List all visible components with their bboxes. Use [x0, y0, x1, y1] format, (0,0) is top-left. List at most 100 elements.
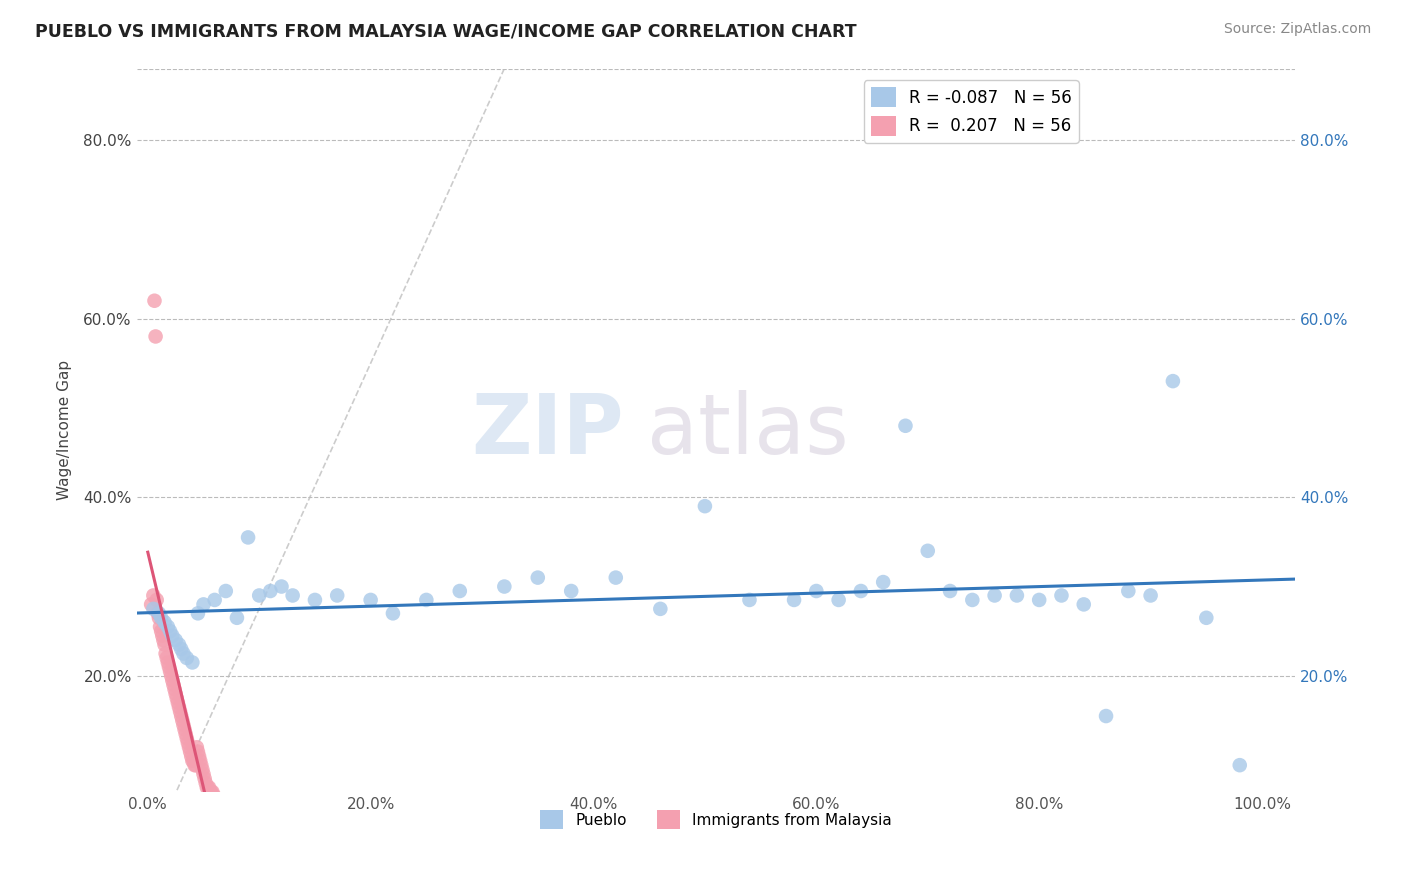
Point — [917, 544, 939, 558]
Point — [172, 718, 194, 732]
Point — [169, 705, 191, 719]
Point — [226, 611, 249, 625]
Point — [939, 584, 962, 599]
Point — [186, 740, 208, 755]
Text: ZIP: ZIP — [471, 390, 623, 471]
Text: Source: ZipAtlas.com: Source: ZipAtlas.com — [1223, 22, 1371, 37]
Point — [180, 749, 202, 764]
Point — [142, 589, 165, 603]
Point — [167, 638, 190, 652]
Point — [1229, 758, 1251, 772]
Point — [162, 673, 184, 688]
Point — [156, 656, 179, 670]
Point — [146, 607, 169, 621]
Point — [201, 785, 224, 799]
Legend: Pueblo, Immigrants from Malaysia: Pueblo, Immigrants from Malaysia — [534, 804, 898, 835]
Point — [1095, 709, 1118, 723]
Point — [193, 767, 215, 781]
Point — [159, 665, 181, 679]
Point — [190, 758, 212, 772]
Point — [200, 785, 222, 799]
Point — [166, 691, 188, 706]
Point — [173, 723, 195, 737]
Point — [738, 593, 761, 607]
Point — [172, 714, 194, 728]
Point — [188, 754, 211, 768]
Point — [152, 633, 174, 648]
Point — [170, 642, 193, 657]
Point — [150, 624, 173, 639]
Point — [181, 754, 204, 768]
Point — [167, 696, 190, 710]
Point — [145, 329, 167, 343]
Point — [360, 593, 382, 607]
Point — [270, 580, 292, 594]
Point — [181, 656, 204, 670]
Point — [172, 647, 194, 661]
Point — [962, 593, 984, 607]
Point — [236, 530, 259, 544]
Point — [139, 598, 162, 612]
Point — [194, 776, 217, 790]
Point — [193, 598, 215, 612]
Point — [156, 651, 179, 665]
Point — [326, 589, 349, 603]
Point — [184, 758, 207, 772]
Point — [150, 629, 173, 643]
Point — [174, 727, 197, 741]
Point — [494, 580, 516, 594]
Point — [1050, 589, 1073, 603]
Point — [693, 499, 716, 513]
Point — [526, 571, 548, 585]
Point — [167, 700, 190, 714]
Point — [179, 745, 201, 759]
Point — [198, 785, 221, 799]
Point — [191, 763, 214, 777]
Point — [449, 584, 471, 599]
Point — [183, 758, 205, 772]
Point — [188, 749, 211, 764]
Point — [281, 589, 304, 603]
Point — [155, 647, 177, 661]
Point — [1139, 589, 1161, 603]
Point — [560, 584, 582, 599]
Point — [159, 624, 181, 639]
Point — [160, 669, 183, 683]
Point — [176, 651, 198, 665]
Point — [149, 620, 172, 634]
Point — [1161, 374, 1184, 388]
Point — [806, 584, 828, 599]
Point — [1073, 598, 1095, 612]
Point — [148, 607, 170, 621]
Point — [204, 593, 226, 607]
Point — [187, 745, 209, 759]
Point — [872, 575, 894, 590]
Point — [415, 593, 437, 607]
Point — [194, 772, 217, 786]
Point — [162, 629, 184, 643]
Point — [247, 589, 270, 603]
Point — [157, 660, 180, 674]
Point — [983, 589, 1005, 603]
Point — [204, 789, 226, 804]
Y-axis label: Wage/Income Gap: Wage/Income Gap — [58, 360, 72, 500]
Point — [142, 602, 165, 616]
Point — [177, 736, 200, 750]
Point — [215, 584, 238, 599]
Point — [1028, 593, 1050, 607]
Point — [150, 611, 173, 625]
Point — [827, 593, 849, 607]
Point — [153, 615, 176, 630]
Point — [1005, 589, 1028, 603]
Point — [176, 731, 198, 746]
Point — [153, 638, 176, 652]
Point — [605, 571, 627, 585]
Point — [177, 740, 200, 755]
Point — [381, 607, 404, 621]
Point — [163, 682, 186, 697]
Text: PUEBLO VS IMMIGRANTS FROM MALAYSIA WAGE/INCOME GAP CORRELATION CHART: PUEBLO VS IMMIGRANTS FROM MALAYSIA WAGE/… — [35, 22, 856, 40]
Point — [197, 780, 219, 795]
Point — [1118, 584, 1140, 599]
Point — [304, 593, 326, 607]
Text: atlas: atlas — [647, 390, 848, 471]
